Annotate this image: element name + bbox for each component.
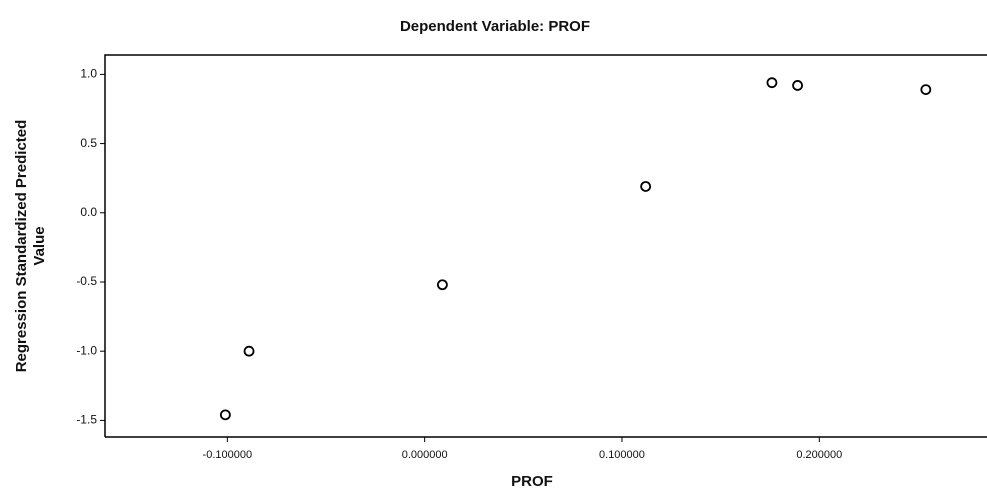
point: [219, 409, 231, 421]
chart-title: Dependent Variable: PROF: [400, 18, 590, 35]
point: [766, 77, 778, 89]
y-tick-label: -1.5: [76, 413, 97, 427]
x-tick-label: 0.100000: [599, 449, 645, 461]
plot-frame: [104, 54, 987, 437]
x-tick-label: 0.000000: [402, 449, 448, 461]
y-tick-label: -1.0: [76, 343, 97, 357]
x-axis-label: PROF: [511, 473, 553, 490]
y-tick-label: 0.0: [80, 205, 97, 219]
point: [920, 84, 932, 96]
x-tick-label: -0.100000: [203, 449, 253, 461]
y-axis-label: Value: [31, 226, 48, 265]
point: [640, 181, 652, 192]
y-tick-label: 1.0: [80, 67, 97, 81]
point: [437, 279, 448, 291]
y-axis-label: Regression Standardized Predicted: [13, 120, 30, 373]
point: [243, 345, 255, 357]
y-tick-label: -0.5: [76, 274, 97, 288]
y-tick-label: 0.5: [80, 136, 97, 150]
x-tick-label: 0.200000: [796, 449, 842, 461]
point: [792, 80, 803, 91]
